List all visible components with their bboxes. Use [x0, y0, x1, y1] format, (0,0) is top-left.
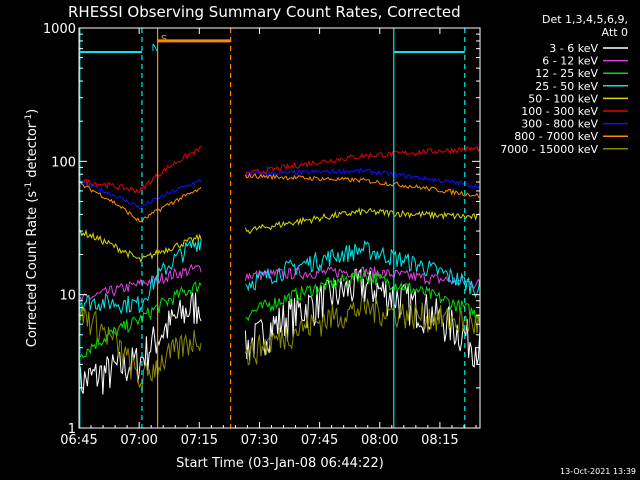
x-axis-label: Start Time (03-Jan-08 06:44:22)	[176, 456, 384, 471]
flag-label-s: S	[161, 34, 167, 45]
series-line-0-part-1	[244, 268, 481, 368]
observing-markers: SN	[79, 28, 466, 428]
series-line-7-part-1	[244, 172, 481, 199]
y-axis-label: Corrected Count Rate (s-1 detector-1)	[24, 109, 40, 347]
x-tick-label-5: 08:00	[361, 433, 398, 448]
chart-title: RHESSI Observing Summary Count Rates, Co…	[68, 3, 461, 21]
legend-label-2: 12 - 25 keV	[535, 67, 598, 80]
series-line-8-part-0	[78, 301, 202, 392]
series-line-3-part-1	[245, 239, 481, 299]
y-tick-label-1: 10	[59, 289, 76, 304]
series-line-2-part-0	[78, 280, 202, 359]
legend-header-2: Att 0	[602, 26, 628, 39]
series-line-7-part-0	[78, 181, 202, 223]
series-line-5-part-1	[244, 146, 481, 177]
y-tick-label-3: 1000	[43, 22, 76, 37]
timestamp: 13-Oct-2021 13:39	[560, 467, 636, 476]
x-tick-label-4: 07:45	[301, 433, 338, 448]
legend-header-1: Det 1,3,4,5,6,9,	[542, 13, 628, 26]
plot-area	[78, 145, 481, 408]
series-line-6-part-0	[78, 178, 202, 210]
legend-label-0: 3 - 6 keV	[549, 42, 598, 55]
legend-label-1: 6 - 12 keV	[542, 55, 598, 68]
series-line-3-part-0	[78, 239, 202, 315]
legend-label-4: 50 - 100 keV	[528, 92, 598, 105]
x-tick-label-0: 06:45	[60, 433, 97, 448]
legend-label-3: 25 - 50 keV	[535, 80, 598, 93]
series-line-8-part-1	[244, 294, 481, 366]
x-tick-label-2: 07:15	[181, 433, 218, 448]
legend-label-6: 300 - 800 keV	[521, 118, 598, 131]
x-tick-label-1: 07:00	[120, 433, 157, 448]
x-tick-label-3: 07:30	[241, 433, 278, 448]
y-tick-label-2: 100	[51, 155, 76, 170]
series-line-1-part-0	[78, 263, 202, 303]
y-tick-label-0: 1	[68, 422, 76, 437]
x-axis-ticks: 06:45 07:00 07:15 07:30 07:45 08:00 08:15	[60, 28, 477, 448]
series-line-4-part-0	[78, 228, 202, 263]
x-tick-label-6: 08:15	[421, 433, 458, 448]
plot-frame	[78, 27, 481, 429]
series-line-0-part-0	[78, 292, 202, 408]
y-axis-ticks: 1 10 100 1000	[43, 22, 480, 437]
series-line-6-part-1	[245, 167, 481, 190]
legend-label-8: 7000 - 15000 keV	[500, 143, 598, 156]
series-line-4-part-1	[244, 207, 481, 235]
legend-label-5: 100 - 300 keV	[521, 105, 598, 118]
flag-label-n: N	[151, 43, 158, 54]
legend-label-7: 800 - 7000 keV	[514, 130, 598, 143]
series-line-5-part-0	[79, 145, 202, 194]
series-line-2-part-1	[245, 269, 481, 323]
